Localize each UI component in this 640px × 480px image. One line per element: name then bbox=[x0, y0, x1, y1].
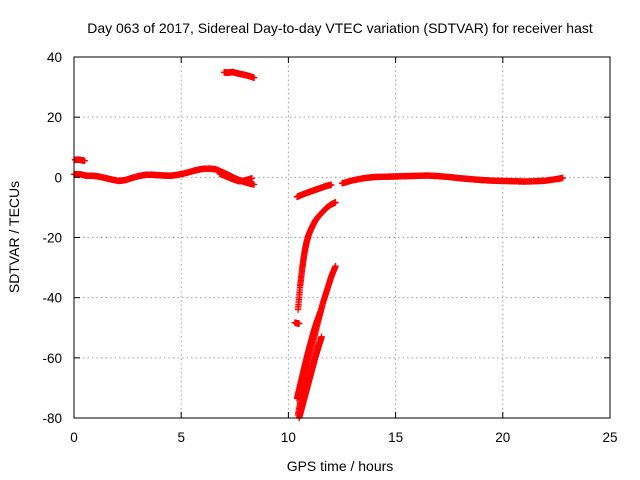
y-tick-label: -80 bbox=[42, 411, 62, 426]
x-tick-label: 20 bbox=[495, 430, 510, 445]
y-tick-label: 0 bbox=[54, 170, 62, 185]
y-axis-label: SDTVAR / TECUs bbox=[6, 181, 22, 293]
data-point-marker bbox=[318, 333, 325, 340]
series-descent-line-3 bbox=[295, 333, 325, 422]
x-tick-label: 15 bbox=[388, 430, 403, 445]
data-points bbox=[70, 68, 567, 422]
data-point-marker bbox=[332, 262, 339, 270]
series-recovery-upper bbox=[293, 181, 335, 201]
series-early-offset bbox=[71, 156, 88, 164]
x-tick-label: 25 bbox=[602, 430, 617, 445]
series-descent-line-2 bbox=[293, 308, 324, 402]
data-point-marker bbox=[328, 181, 335, 189]
data-point-marker bbox=[559, 174, 567, 182]
data-point-marker bbox=[332, 199, 339, 206]
data-point-marker bbox=[248, 175, 256, 182]
series-recovery-steep bbox=[294, 199, 339, 313]
data-point-marker bbox=[317, 308, 324, 315]
x-tick-label: 10 bbox=[281, 430, 296, 445]
data-point-marker bbox=[81, 157, 88, 164]
x-axis-label: GPS time / hours bbox=[287, 458, 394, 474]
series-baseline-spread bbox=[216, 170, 256, 185]
x-tick-label: 0 bbox=[70, 430, 78, 445]
data-point-marker bbox=[250, 74, 258, 81]
series-isolated-low bbox=[291, 319, 303, 327]
chart-title: Day 063 of 2017, Sidereal Day-to-day VTE… bbox=[87, 20, 593, 36]
y-tick-label: -40 bbox=[42, 291, 62, 306]
axis-ticks: 0 5 10 15 20 25 -80 -60 -40 -20 0 20 40 bbox=[42, 50, 617, 445]
series-baseline-early bbox=[70, 165, 258, 188]
y-tick-label: -20 bbox=[42, 231, 62, 246]
data-point-marker bbox=[295, 320, 303, 327]
series-high-cluster bbox=[220, 68, 258, 81]
y-tick-label: 40 bbox=[47, 50, 62, 65]
series-baseline-late bbox=[338, 172, 567, 187]
grid-lines bbox=[74, 57, 610, 418]
y-tick-label: 20 bbox=[47, 110, 62, 125]
y-tick-label: -60 bbox=[42, 351, 62, 366]
data-point-marker bbox=[250, 181, 258, 188]
x-tick-label: 5 bbox=[177, 430, 185, 445]
